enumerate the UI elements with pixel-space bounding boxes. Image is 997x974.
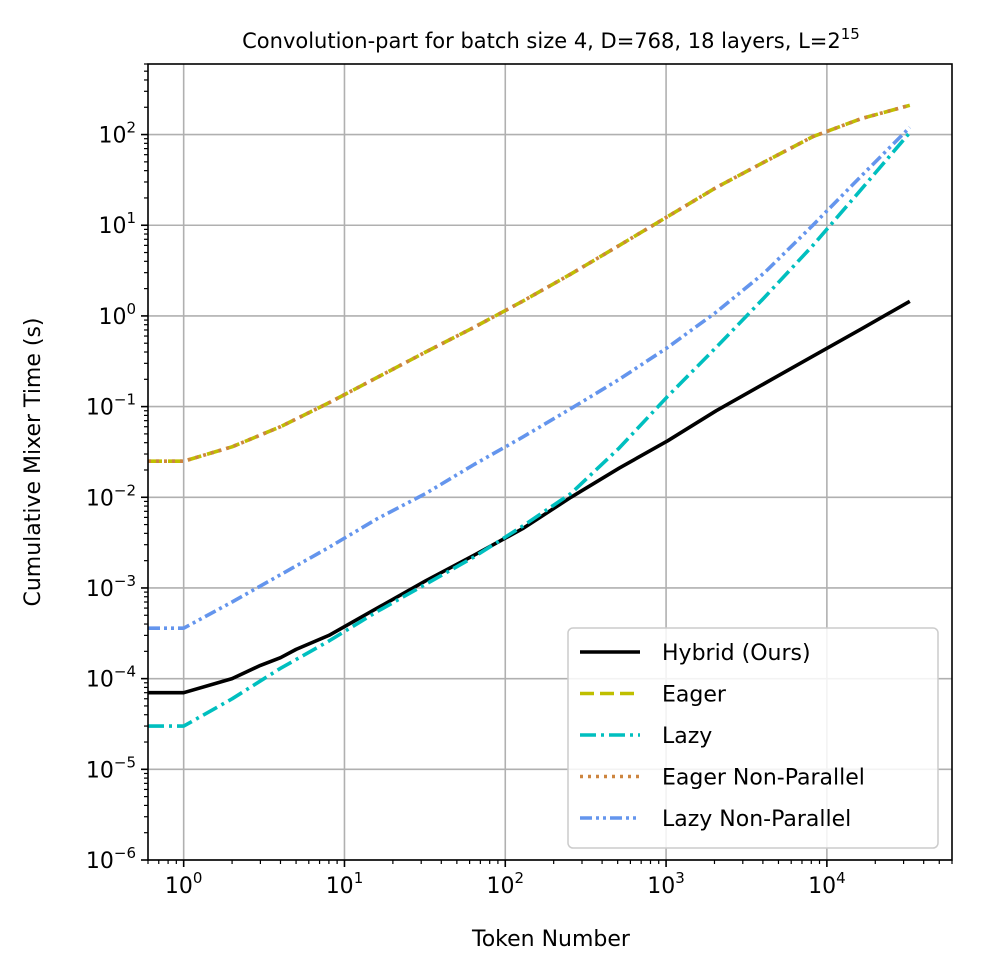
x-ticks: 100 101 102 103 104 xyxy=(165,860,846,899)
y-tick-label: 10−5 xyxy=(86,753,136,783)
x-tick-label: 100 xyxy=(165,869,203,899)
series-lines xyxy=(148,103,912,728)
series-line-4 xyxy=(148,126,912,631)
y-tick-label: 102 xyxy=(98,119,136,149)
legend-label: Lazy xyxy=(662,724,712,749)
y-tick-label: 10−2 xyxy=(86,481,136,511)
minor-ticks xyxy=(144,63,953,864)
legend: Hybrid (Ours) Eager Lazy Eager Non-Parallel… xyxy=(567,627,939,849)
y-tick-label: 10−6 xyxy=(86,844,136,874)
legend-label: Eager xyxy=(662,683,727,708)
y-ticks: 10−6 10−5 10−4 10−3 10−2 10−1 100 101 102 xyxy=(86,119,148,874)
x-tick-label: 104 xyxy=(808,869,846,899)
legend-label: Hybrid (Ours) xyxy=(662,641,811,666)
x-tick-label: 103 xyxy=(647,869,685,899)
x-tick-label: 102 xyxy=(486,869,524,899)
y-tick-label: 100 xyxy=(98,300,136,330)
y-tick-label: 10−4 xyxy=(86,663,136,693)
y-axis-label: Cumulative Mixer Time (s) xyxy=(21,317,46,606)
y-tick-label: 10−1 xyxy=(86,391,136,421)
x-axis-label: Token Number xyxy=(471,927,631,952)
series-line-0 xyxy=(148,299,911,695)
chart-title: Convolution-part for batch size 4, D=768… xyxy=(242,25,860,53)
series-line-3 xyxy=(148,103,911,464)
y-tick-label: 10−3 xyxy=(86,572,136,602)
y-tick-label: 101 xyxy=(98,209,136,239)
legend-label: Lazy Non-Parallel xyxy=(662,807,851,832)
x-tick-label: 101 xyxy=(326,869,364,899)
legend-box xyxy=(567,627,939,849)
grid xyxy=(148,64,952,861)
legend-label: Eager Non-Parallel xyxy=(662,766,865,791)
chart-title-superscript: 15 xyxy=(841,25,860,43)
plot-frame xyxy=(147,63,953,861)
series-line-2 xyxy=(148,131,912,728)
